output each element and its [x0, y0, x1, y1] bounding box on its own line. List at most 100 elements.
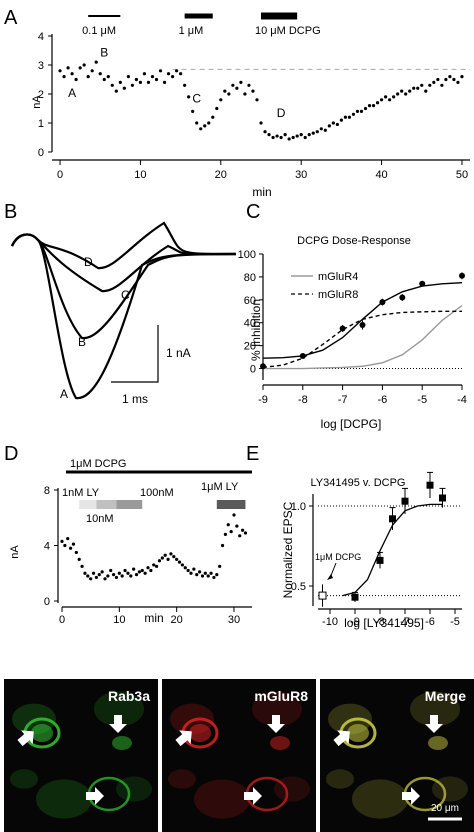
data-point — [239, 80, 243, 84]
panel-d-ly-label-10nm: 10nM — [86, 513, 114, 525]
data-point — [103, 577, 107, 581]
data-point — [206, 574, 210, 578]
data-point — [235, 524, 239, 528]
panel-c-data-points — [260, 272, 465, 370]
data-point — [291, 135, 295, 140]
data-point — [98, 72, 102, 76]
data-point — [247, 83, 251, 87]
panel-a-ytick-label: 1 — [38, 118, 44, 130]
data-point — [307, 133, 311, 137]
arrow-icon-shape — [425, 715, 443, 733]
arrow-icon — [109, 715, 127, 733]
data-point — [123, 568, 127, 573]
panel-e-dcpg-annotation: 1μM DCPG — [315, 552, 361, 562]
trace-a — [11, 233, 237, 400]
data-point — [375, 101, 380, 105]
data-point — [146, 566, 150, 570]
data-point — [367, 104, 372, 108]
panel-a-annotations: A B C D — [68, 45, 286, 120]
arrow-icon-shape — [267, 715, 285, 733]
panel-a-xtick-label: 10 — [134, 169, 146, 181]
panel-a-ytick-label: 3 — [38, 60, 44, 72]
data-point — [71, 542, 76, 546]
data-point — [235, 86, 239, 90]
data-point — [419, 280, 426, 287]
data-point — [459, 272, 465, 279]
data-point — [412, 86, 416, 90]
data-point — [94, 575, 98, 580]
panel-c-ytick-label: 20 — [244, 341, 256, 353]
panel-c-xtick-label: -9 — [258, 394, 268, 406]
data-point — [215, 106, 219, 111]
tissue-blob — [252, 691, 302, 727]
panel-d-dcpg-label: 1μM DCPG — [70, 458, 126, 470]
panel-c-xlabel: log [DCPG] — [321, 417, 382, 431]
ly-segment — [96, 500, 117, 509]
data-point — [456, 80, 460, 84]
panel-d-xtick-label: 0 — [59, 614, 65, 626]
data-point — [311, 131, 315, 135]
data-point — [392, 95, 396, 99]
data-point — [60, 539, 64, 543]
panel-d-xlabel: min — [144, 611, 163, 625]
data-point — [283, 133, 287, 137]
panel-f-micrographs: Rab3a mGluR8 Merge 20 μm — [4, 679, 474, 832]
data-point — [432, 80, 436, 84]
panel-b-scale-bar — [111, 325, 159, 383]
micrograph-background — [4, 679, 158, 832]
data-point — [69, 546, 73, 550]
drug-bar-label: 0.1 μM — [82, 25, 116, 37]
data-point — [183, 83, 187, 87]
data-point — [132, 567, 136, 571]
panel-d-ylabel: nA — [9, 545, 21, 559]
panel-a-ytick-label: 2 — [38, 89, 44, 101]
data-point — [379, 98, 384, 102]
panel-e-xtick-label: -6 — [425, 616, 435, 628]
panel-e-ylabel: Normalized EPSC — [281, 501, 295, 598]
panel-a-xaxis: 0 10 20 30 40 50 — [52, 159, 470, 181]
data-point — [77, 557, 81, 561]
data-point — [426, 481, 434, 489]
data-point — [203, 571, 207, 575]
data-point — [89, 577, 93, 581]
data-point — [140, 568, 144, 573]
data-point — [195, 121, 199, 125]
panel-d-ly-segments — [79, 500, 246, 509]
panel-a-xtick-label: 50 — [456, 169, 468, 181]
data-point — [379, 299, 386, 306]
panel-c-xtick-label: -8 — [298, 394, 308, 406]
data-point — [231, 83, 235, 87]
data-point — [209, 571, 213, 575]
data-point — [160, 556, 164, 560]
arrow-icon-shape — [86, 787, 104, 805]
arrow-icon — [425, 715, 443, 733]
data-point — [388, 98, 392, 102]
data-point — [243, 92, 247, 96]
data-point — [102, 77, 106, 82]
scale-bar-label: 20 μm — [431, 803, 459, 814]
data-point — [126, 75, 130, 79]
data-point — [271, 135, 275, 140]
data-point — [299, 352, 306, 359]
data-point — [114, 89, 118, 93]
panel-a-ytick-label: 0 — [38, 147, 44, 159]
curve-mglur4 — [263, 304, 463, 370]
ly-segment — [116, 500, 143, 509]
data-point — [351, 112, 356, 116]
data-point — [117, 571, 121, 575]
data-point — [100, 570, 104, 574]
data-point — [303, 135, 307, 140]
panel-d-ly-label-1um: 1μM LY — [201, 481, 239, 493]
data-point — [183, 566, 187, 570]
data-point — [444, 77, 448, 82]
data-point — [74, 77, 78, 82]
trace-label-c: C — [121, 288, 130, 302]
data-point — [315, 130, 319, 134]
data-point — [219, 98, 223, 102]
legend-label-mglur8: mGluR8 — [318, 289, 358, 301]
data-point — [355, 109, 360, 113]
data-point — [195, 573, 199, 577]
cell-body — [189, 724, 211, 742]
data-point — [154, 77, 159, 82]
panel-e-xtick-label: -10 — [322, 616, 338, 628]
